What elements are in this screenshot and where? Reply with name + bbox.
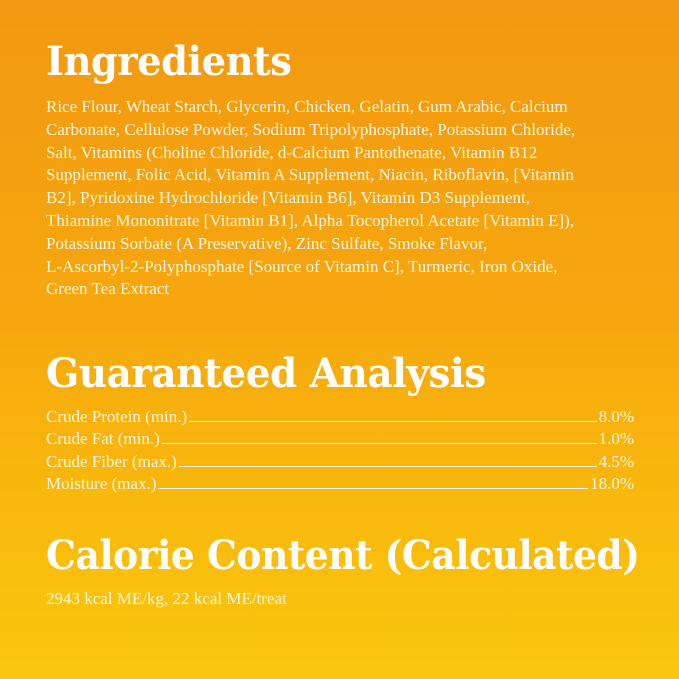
leader-line xyxy=(189,420,597,422)
analysis-row: Crude Fiber (max.) 4.5% xyxy=(46,449,634,472)
analysis-value: 18.0% xyxy=(590,474,634,493)
leader-line xyxy=(161,443,597,444)
ingredients-line: Supplement, Folic Acid, Vitamin A Supple… xyxy=(46,165,574,185)
analysis-label: Crude Fiber (max.) xyxy=(46,451,177,471)
analysis-label: Crude Fat (min.) xyxy=(46,429,160,448)
analysis-label: Crude Protein (min.) xyxy=(46,406,188,426)
analysis-row: Moisture (max.) 18.0% xyxy=(46,472,634,495)
leader-line xyxy=(158,488,589,489)
calorie-content-heading: Calorie Content (Calculated) xyxy=(46,532,640,579)
ingredients-line: Salt, Vitamins (Choline Chloride, d-Calc… xyxy=(46,142,538,162)
ingredients-line: Thiamine Mononitrate [Vitamin B1], Alpha… xyxy=(46,210,575,230)
analysis-value: 1.0% xyxy=(598,429,634,448)
analysis-label: Moisture (max.) xyxy=(46,474,157,493)
guaranteed-analysis-heading: Guaranteed Analysis xyxy=(46,350,486,397)
ingredients-heading: Ingredients xyxy=(46,38,292,85)
calorie-content-text: 2943 kcal ME/kg, 22 kcal ME/treat xyxy=(46,589,287,608)
leader-line xyxy=(178,465,597,467)
ingredients-line: B2], Pyridoxine Hydrochloride [Vitamin B… xyxy=(46,188,530,208)
ingredients-line: Rice Flour, Wheat Starch, Glycerin, Chic… xyxy=(46,97,568,116)
analysis-table: Crude Protein (min.) 8.0% Crude Fat (min.… xyxy=(46,404,634,494)
analysis-value: 8.0% xyxy=(598,406,634,426)
analysis-value: 4.5% xyxy=(598,451,634,471)
analysis-row: Crude Fat (min.) 1.0% xyxy=(46,427,634,450)
ingredients-line: Carbonate, Cellulose Powder, Sodium Trip… xyxy=(46,119,576,139)
ingredients-list: Rice Flour, Wheat Starch, Glycerin, Chic… xyxy=(46,96,575,301)
analysis-row: Crude Protein (min.) 8.0% xyxy=(46,404,634,427)
ingredients-line: L-Ascorbyl-2-Polyphosphate [Source of Vi… xyxy=(46,256,558,276)
ingredients-line: Green Tea Extract xyxy=(46,279,170,299)
ingredients-line: Potassium Sorbate (A Preservative), Zinc… xyxy=(46,233,488,253)
